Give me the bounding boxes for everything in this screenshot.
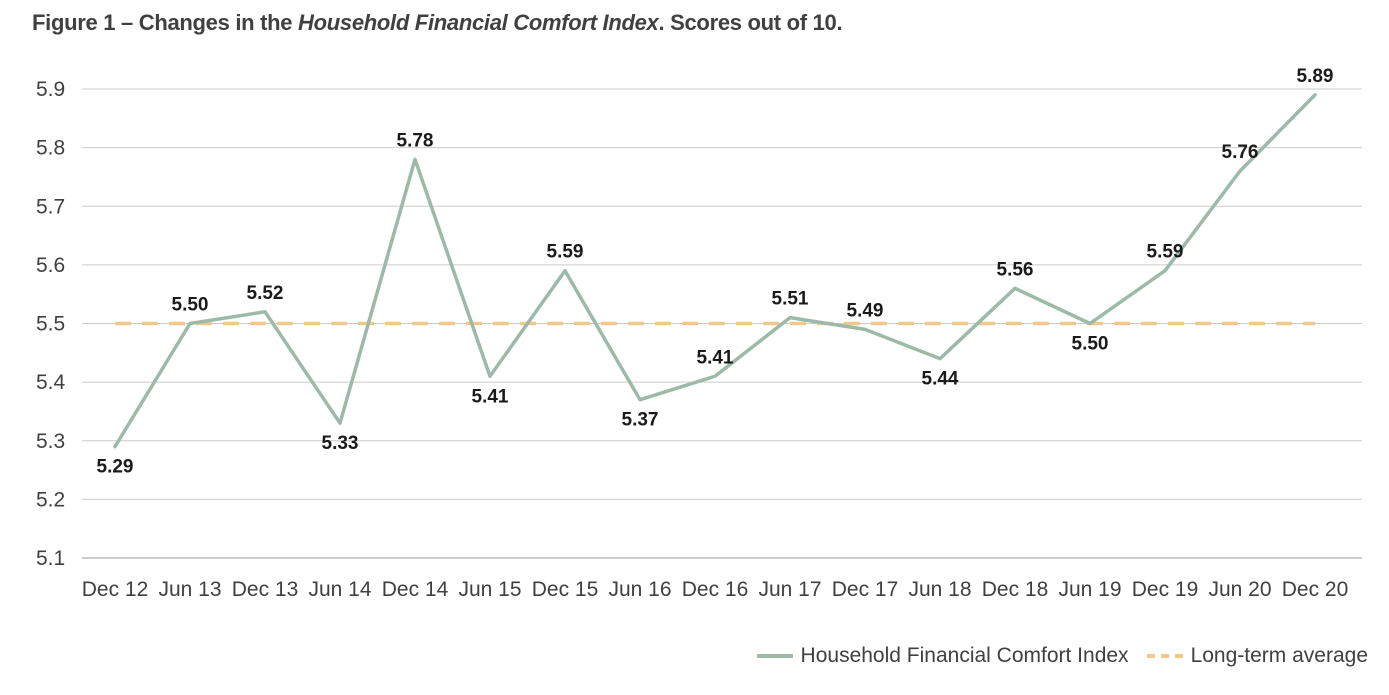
data-label: 5.78 (397, 130, 434, 151)
x-tick-label: Dec 16 (682, 578, 749, 601)
data-label: 5.76 (1222, 142, 1259, 163)
legend-swatch-average (1146, 654, 1183, 658)
x-tick-label: Dec 12 (82, 578, 149, 601)
data-label: 5.44 (922, 369, 959, 390)
x-tick-label: Jun 16 (608, 578, 671, 601)
data-label: 5.89 (1297, 66, 1334, 87)
x-tick-label: Jun 20 (1208, 578, 1271, 601)
x-tick-label: Jun 19 (1058, 578, 1121, 601)
x-tick-label: Dec 18 (982, 578, 1049, 601)
data-label: 5.41 (472, 386, 509, 407)
y-tick-label: 5.9 (36, 78, 65, 101)
data-label: 5.33 (322, 433, 359, 454)
data-label: 5.37 (622, 410, 659, 431)
data-label: 5.59 (1147, 242, 1184, 263)
x-tick-label: Jun 17 (758, 578, 821, 601)
data-label: 5.52 (247, 283, 284, 304)
data-label: 5.50 (1072, 334, 1109, 355)
data-label: 5.51 (772, 289, 809, 310)
y-tick-label: 5.7 (36, 195, 65, 218)
y-tick-label: 5.3 (36, 430, 65, 453)
data-label: 5.50 (172, 295, 209, 316)
x-axis-tick-labels: Dec 12 Jun 13 Dec 13 Jun 14 Dec 14 Jun 15 Dec … (82, 578, 1349, 601)
y-tick-label: 5.1 (36, 547, 65, 570)
chart-title: Figure 1 – Changes in the Household Fina… (32, 10, 843, 35)
data-label: 5.59 (547, 242, 584, 263)
y-tick-label: 5.8 (36, 137, 65, 160)
legend-item-index: Household Financial Comfort Index (756, 644, 1129, 668)
x-tick-label: Dec 13 (232, 578, 299, 601)
data-labels: 5.29 5.50 5.52 5.33 5.78 5.41 5.59 5.37 5.41 5.51… (97, 66, 1334, 478)
y-tick-label: 5.6 (36, 254, 65, 277)
x-tick-label: Jun 14 (308, 578, 371, 601)
y-axis-tick-labels: 5.1 5.2 5.3 5.4 5.5 5.6 5.7 5.8 5.9 (36, 78, 66, 570)
index-series (113, 93, 1317, 449)
legend-item-average: Long-term average (1146, 644, 1368, 668)
x-tick-label: Dec 14 (382, 578, 449, 601)
y-tick-label: 5.4 (36, 371, 66, 394)
x-tick-label: Dec 15 (532, 578, 599, 601)
legend-swatch-index (756, 654, 793, 658)
x-tick-label: Dec 20 (1282, 578, 1349, 601)
legend: Household Financial Comfort Index Long-t… (739, 644, 1368, 668)
data-label: 5.41 (697, 347, 734, 368)
y-tick-label: 5.5 (36, 313, 65, 336)
x-tick-label: Jun 15 (458, 578, 521, 601)
data-label: 5.49 (847, 300, 884, 321)
legend-label-index: Household Financial Comfort Index (800, 644, 1129, 667)
x-tick-label: Jun 18 (908, 578, 971, 601)
data-label: 5.56 (997, 259, 1034, 280)
y-tick-label: 5.2 (36, 488, 65, 511)
data-label: 5.29 (97, 457, 134, 478)
legend-label-average: Long-term average (1190, 644, 1368, 667)
x-tick-label: Dec 17 (832, 578, 899, 601)
x-tick-label: Jun 13 (158, 578, 221, 601)
x-tick-label: Dec 19 (1132, 578, 1199, 601)
